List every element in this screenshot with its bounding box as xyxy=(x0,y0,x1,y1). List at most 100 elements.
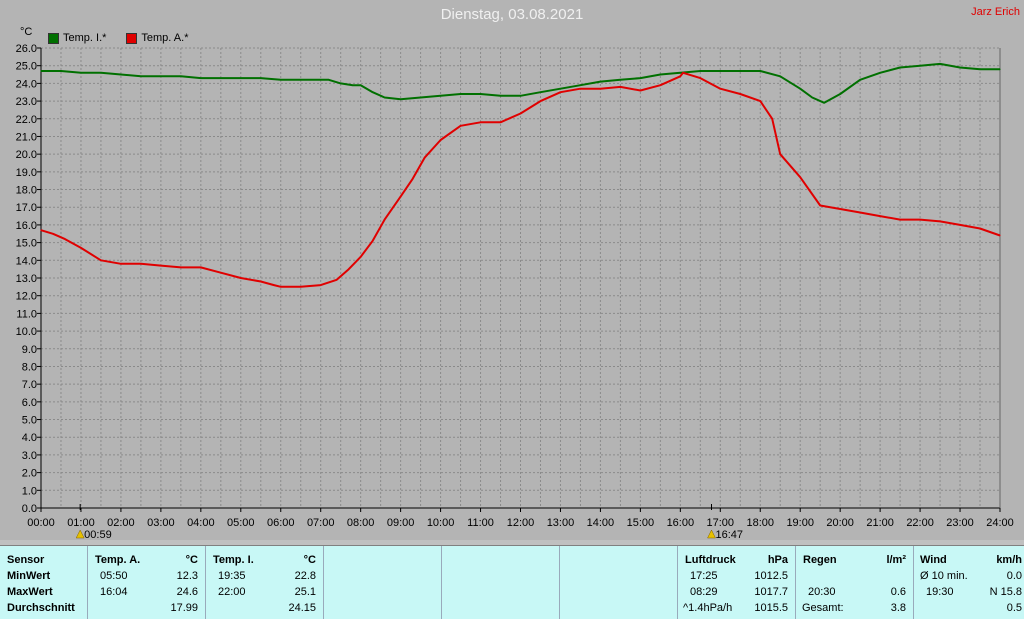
data-point xyxy=(799,176,801,178)
data-point xyxy=(859,211,861,214)
data-point xyxy=(352,84,354,86)
data-point xyxy=(372,240,374,242)
temp-a-max-time: 16:04 xyxy=(100,586,128,598)
data-point xyxy=(100,72,102,74)
data-point xyxy=(340,82,342,84)
data-point xyxy=(779,153,781,155)
data-point xyxy=(759,100,761,102)
temperature-chart: 0.0 1.0 2.0 3.0 4.0 5.0 6.0 7.0 8.0 9.0 10.0 11.0 12… xyxy=(16,43,1014,540)
col-empty-1 xyxy=(324,546,442,619)
wind-max-time: 19:30 xyxy=(926,586,954,598)
data-point xyxy=(400,98,402,100)
data-point xyxy=(999,68,1001,70)
wind-avg-label: Ø 10 min. xyxy=(920,570,968,582)
data-point xyxy=(160,265,162,267)
data-point xyxy=(140,263,142,265)
data-point xyxy=(859,79,861,81)
y-tick-label: 8.0 xyxy=(22,361,37,373)
y-tick-label: 15.0 xyxy=(16,238,37,250)
data-point xyxy=(140,75,142,77)
data-point xyxy=(779,75,781,77)
data-point xyxy=(160,75,162,77)
data-point xyxy=(771,118,773,120)
x-tick-label: 12:00 xyxy=(507,517,535,529)
legend-label-temp-a: Temp. A.* xyxy=(141,32,189,44)
x-tick-label: 20:00 xyxy=(826,517,854,529)
marker-label: 00:59 xyxy=(84,529,112,540)
data-point xyxy=(220,77,222,79)
wind-unit: km/h xyxy=(996,554,1022,566)
x-tick-label: 01:00 xyxy=(67,517,95,529)
data-point xyxy=(639,89,641,92)
data-point xyxy=(384,96,386,99)
data-point xyxy=(739,93,741,95)
data-point xyxy=(424,157,426,159)
y-tick-label: 13.0 xyxy=(16,273,37,285)
x-tick-label: 06:00 xyxy=(267,517,295,529)
row-label-max: MaxWert xyxy=(7,586,53,598)
y-tick-label: 11.0 xyxy=(16,308,37,320)
temp-i-header: Temp. I. xyxy=(213,554,254,566)
luftdruck-min-val: 1012.5 xyxy=(754,570,788,582)
data-point xyxy=(336,279,338,281)
x-tick-label: 24:00 xyxy=(986,517,1014,529)
wind-avg-val: 0.0 xyxy=(1006,570,1022,582)
x-tick-label: 21:00 xyxy=(866,517,894,529)
data-point xyxy=(372,91,374,93)
luftdruck-max-val: 1017.7 xyxy=(754,586,788,598)
data-point xyxy=(819,204,821,207)
data-point xyxy=(679,72,681,74)
data-point xyxy=(280,79,282,81)
y-tick-label: 22.0 xyxy=(16,114,37,126)
y-tick-label: 6.0 xyxy=(22,397,37,409)
data-point xyxy=(699,77,701,79)
x-tick-label: 14:00 xyxy=(587,517,615,529)
y-axis-unit: °C xyxy=(20,26,33,38)
data-point xyxy=(328,79,330,81)
luftdruck-header: Luftdruck xyxy=(685,554,736,566)
y-tick-label: 3.0 xyxy=(22,450,37,462)
regen-header: Regen xyxy=(803,554,837,566)
author-label: Jarz Erich xyxy=(971,6,1020,18)
luftdruck-max-time: 08:29 xyxy=(690,586,718,598)
sun-marker-icon xyxy=(707,529,716,539)
x-tick-label: 17:00 xyxy=(707,517,735,529)
data-point xyxy=(80,247,82,249)
data-point xyxy=(979,68,981,70)
x-tick-label: 15:00 xyxy=(627,517,655,529)
data-point xyxy=(539,100,542,102)
data-point xyxy=(959,224,961,226)
col-empty-3 xyxy=(560,546,678,619)
data-point xyxy=(360,84,362,86)
luftdruck-trend-val: 1015.5 xyxy=(754,602,788,614)
data-point xyxy=(823,102,825,104)
temp-a-header: Temp. A. xyxy=(95,554,141,566)
temp-a-max-val: 24.6 xyxy=(176,586,198,598)
legend: Temp. I.* Temp. A.* xyxy=(48,32,188,44)
regen-total-val: 3.8 xyxy=(890,602,906,614)
data-point xyxy=(919,219,921,221)
y-tick-label: 12.0 xyxy=(16,291,37,303)
x-tick-label: 19:00 xyxy=(786,517,814,529)
series-line-temp-a xyxy=(40,71,1001,288)
legend-label-temp-i: Temp. I.* xyxy=(63,32,107,44)
data-point xyxy=(959,66,961,69)
data-point xyxy=(260,77,262,79)
y-tick-label: 19.0 xyxy=(16,167,37,179)
data-point xyxy=(659,73,661,76)
data-point xyxy=(64,238,66,240)
data-point xyxy=(240,77,242,79)
y-tick-label: 9.0 xyxy=(22,344,37,356)
x-tick-label: 00:00 xyxy=(27,517,55,529)
data-point xyxy=(120,73,122,76)
data-point xyxy=(879,215,881,217)
data-point xyxy=(559,91,562,93)
x-tick-label: 05:00 xyxy=(227,517,255,529)
y-tick-label: 16.0 xyxy=(16,220,37,232)
data-point xyxy=(659,84,661,86)
data-point xyxy=(519,112,522,115)
y-tick-label: 5.0 xyxy=(22,415,37,427)
luftdruck-unit: hPa xyxy=(767,554,788,566)
chart-area: 0.0 1.0 2.0 3.0 4.0 5.0 6.0 7.0 8.0 9.0 10.0 11.0 12… xyxy=(0,0,1024,540)
x-tick-label: 10:00 xyxy=(427,517,455,529)
